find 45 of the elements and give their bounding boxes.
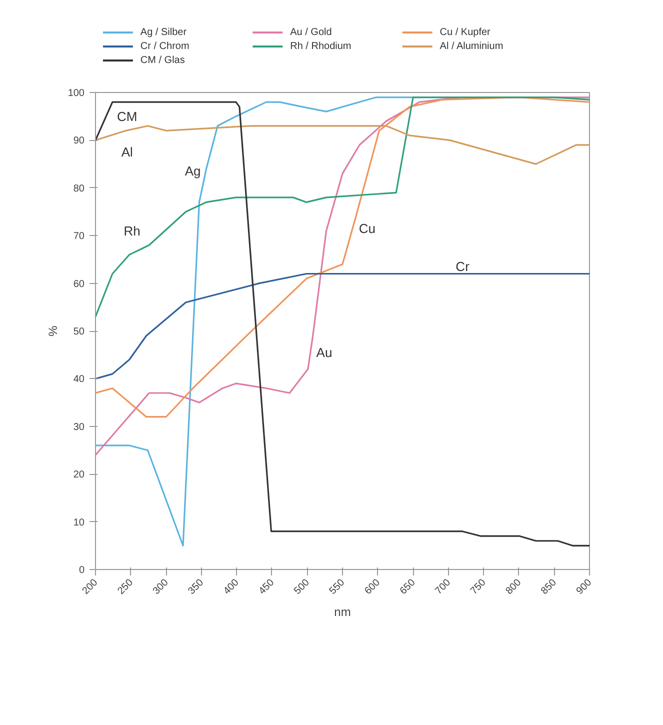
y-tick-label: 10 xyxy=(73,517,85,528)
x-tick-label: 450 xyxy=(256,577,277,597)
x-tick-label: 700 xyxy=(433,577,454,597)
x-tick-label: 550 xyxy=(328,577,348,597)
annotation: Au xyxy=(316,344,332,360)
y-tick-label: 20 xyxy=(73,470,85,481)
legend-label: Cr / Chrom xyxy=(140,41,190,52)
y-tick-label: 90 xyxy=(73,136,85,147)
annotation: Ag xyxy=(184,164,201,179)
x-tick-label: 250 xyxy=(116,577,136,597)
y-axis-title: % xyxy=(46,325,60,336)
y-tick-label: 50 xyxy=(73,326,85,338)
y-tick-label: 100 xyxy=(68,88,85,99)
y-tick-label: 80 xyxy=(73,183,85,194)
y-tick-label: 60 xyxy=(73,278,85,290)
x-tick-label: 650 xyxy=(398,577,418,597)
annotation: CM xyxy=(117,108,138,124)
x-tick-label: 800 xyxy=(504,577,524,597)
line-series xyxy=(96,125,590,165)
annotation: Al xyxy=(121,144,134,160)
annotation: Rh xyxy=(124,223,140,238)
legend-label: CM / Glas xyxy=(140,55,185,66)
y-tick-label: 70 xyxy=(73,231,85,242)
x-tick-label: 400 xyxy=(222,577,242,597)
x-tick-label: 600 xyxy=(362,577,383,597)
x-tick-label: 300 xyxy=(151,577,171,597)
y-tick-label: 0 xyxy=(78,565,85,576)
legend-label: Au / Gold xyxy=(290,27,332,38)
x-tick-label: 350 xyxy=(186,577,206,597)
x-tick-label: 750 xyxy=(468,577,489,597)
x-axis-title: nm xyxy=(334,605,351,620)
y-tick-label: 30 xyxy=(73,422,85,433)
annotation: Cu xyxy=(358,220,376,236)
x-tick-label: 500 xyxy=(292,577,312,597)
y-tick-label: 40 xyxy=(73,374,85,386)
x-tick-label: 850 xyxy=(539,577,560,597)
x-tick-label: 900 xyxy=(574,577,594,597)
annotation: Cr xyxy=(456,259,470,274)
legend-label: Ag / Silber xyxy=(140,27,188,38)
x-tick-label: 200 xyxy=(80,577,100,597)
legend-label: Al / Aluminium xyxy=(440,41,504,52)
legend-label: Cu / Kupfer xyxy=(440,27,492,38)
line-series xyxy=(96,272,590,380)
legend-label: Rh / Rhodium xyxy=(290,41,352,52)
line-series xyxy=(96,96,590,318)
